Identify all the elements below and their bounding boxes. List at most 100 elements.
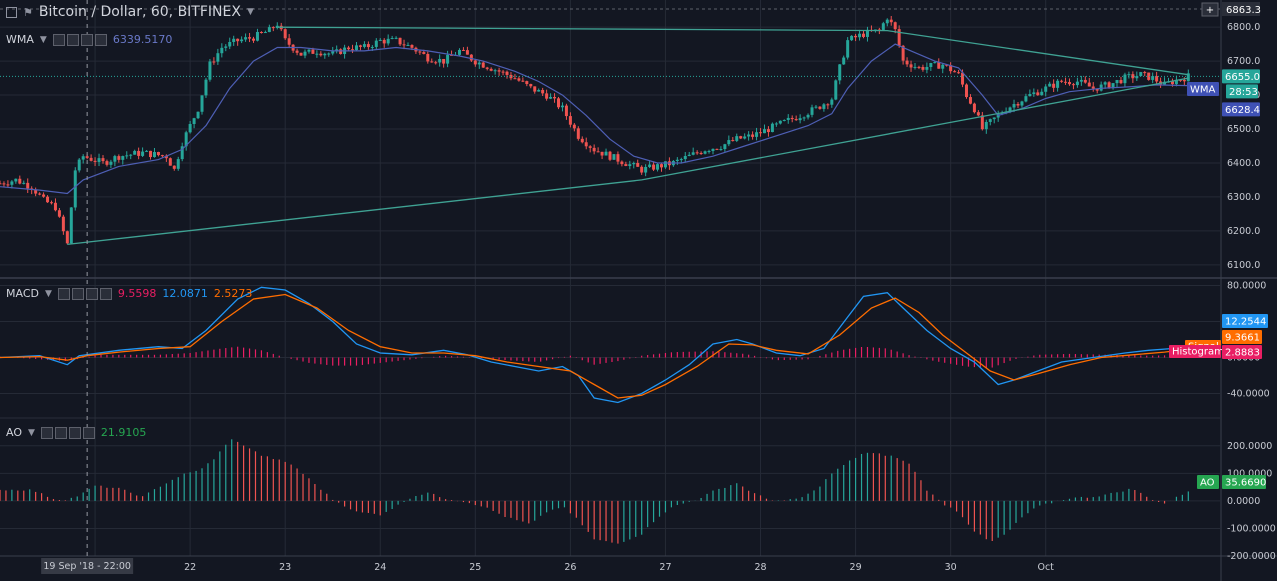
candle-up: [1012, 104, 1016, 108]
close-icon[interactable]: [94, 33, 107, 46]
settings-icon[interactable]: [54, 426, 67, 439]
macd-legend[interactable]: MACD ▼ 9.5598 12.0871 2.5273: [6, 287, 252, 300]
eye-icon[interactable]: [57, 287, 70, 300]
candle-down: [584, 142, 588, 147]
chevron-down-icon[interactable]: ▼: [246, 7, 254, 17]
candle-up: [762, 129, 766, 134]
ao-label-tag: AO: [1200, 478, 1215, 489]
candle-up: [446, 54, 450, 64]
ao-label: AO: [6, 426, 22, 439]
more-icon[interactable]: [68, 426, 81, 439]
candle-up: [1135, 76, 1139, 79]
more-icon[interactable]: [80, 33, 93, 46]
candle-down: [893, 22, 897, 30]
candle-up: [438, 58, 442, 63]
price-tick-label: 6300.0: [1227, 192, 1260, 203]
close-icon[interactable]: [82, 426, 95, 439]
candle-down: [525, 81, 529, 85]
crosshair-time-label: 19 Sep '18 - 22:00: [43, 561, 131, 572]
candle-down: [53, 202, 57, 211]
wma-legend[interactable]: WMA ▼ 6339.5170: [6, 33, 172, 46]
candle-down: [61, 216, 65, 232]
candle-up: [881, 23, 885, 30]
candle-down: [592, 147, 596, 152]
settings-icon[interactable]: [71, 287, 84, 300]
plus-button[interactable]: [1201, 2, 1219, 17]
candle-up: [109, 161, 113, 165]
candle-down: [351, 49, 355, 51]
time-tick-label: 28: [754, 562, 766, 573]
ao-tick-label: -200.0000: [1227, 551, 1276, 562]
chevron-down-icon[interactable]: ▼: [44, 288, 52, 299]
more-icon[interactable]: [85, 287, 98, 300]
candle-up: [374, 40, 378, 47]
macd-line: [0, 286, 1189, 404]
time-tick-label: 29: [850, 562, 862, 573]
candle-down: [418, 51, 422, 53]
candle-down: [505, 71, 509, 75]
candle-up: [493, 70, 497, 72]
countdown-tag: 28:53: [1229, 87, 1258, 98]
candle-down: [533, 86, 537, 92]
signal-value-tag: 9.3661: [1225, 333, 1260, 344]
candle-down: [695, 152, 699, 154]
candle-up: [77, 159, 81, 171]
ao-value-tag-bg: [1222, 475, 1266, 489]
candle-up: [1127, 74, 1131, 76]
ao-tick-label: 0.0000: [1227, 496, 1260, 507]
macd-label: MACD: [6, 287, 39, 300]
candle-up: [687, 154, 691, 157]
time-tick-label: 23: [279, 562, 291, 573]
candle-down: [1170, 81, 1174, 85]
candle-down: [636, 163, 640, 167]
eye-icon[interactable]: [52, 33, 65, 46]
chevron-down-icon[interactable]: ▼: [39, 34, 47, 45]
histogram-label-tag-bg: [1169, 345, 1221, 358]
candle-down: [236, 38, 240, 42]
collapse-icon[interactable]: [6, 6, 17, 18]
candle-up: [537, 89, 541, 92]
candle-down: [557, 98, 561, 108]
indicator-buttons: [57, 287, 112, 300]
candle-down: [588, 146, 592, 148]
candle-down: [953, 71, 957, 73]
candle-up: [220, 47, 224, 54]
candle-up: [648, 164, 652, 167]
histogram-label-tag: Histogram: [1172, 347, 1224, 358]
candle-down: [972, 103, 976, 113]
candle-up: [394, 37, 398, 39]
candle-down: [430, 61, 434, 63]
candle-down: [751, 134, 755, 137]
candle-down: [1155, 76, 1159, 82]
close-icon[interactable]: [99, 287, 112, 300]
wma-series-tag-bg: [1187, 82, 1219, 96]
time-tick-label: 24: [374, 562, 386, 573]
candle-up: [984, 121, 988, 130]
candle-up: [822, 104, 826, 109]
candle-down: [564, 105, 568, 117]
candle-down: [529, 84, 533, 87]
price-tick-label: 6500.0: [1227, 124, 1260, 135]
candle-up: [14, 178, 18, 182]
candle-up: [69, 207, 73, 244]
candle-up: [719, 149, 723, 151]
chevron-down-icon[interactable]: ▼: [28, 427, 35, 438]
candle-down: [105, 161, 109, 165]
candle-down: [49, 202, 53, 204]
time-tick-label: 22: [184, 562, 196, 573]
wma-label: WMA: [6, 33, 34, 46]
candle-down: [541, 89, 545, 94]
ao-legend[interactable]: AO ▼ 21.9105: [6, 426, 146, 439]
candle-down: [248, 37, 252, 39]
eye-icon[interactable]: [40, 426, 53, 439]
top-price-tag: [1222, 2, 1260, 16]
candle-down: [271, 27, 275, 29]
candle-up: [390, 38, 394, 40]
symbol-header[interactable]: ⚑ Bitcoin / Dollar, 60, BITFINEX ▼: [6, 4, 254, 20]
candle-down: [46, 196, 50, 203]
candle-down: [6, 184, 10, 186]
settings-icon[interactable]: [66, 33, 79, 46]
candle-down: [715, 148, 719, 150]
candle-down: [1087, 82, 1091, 87]
